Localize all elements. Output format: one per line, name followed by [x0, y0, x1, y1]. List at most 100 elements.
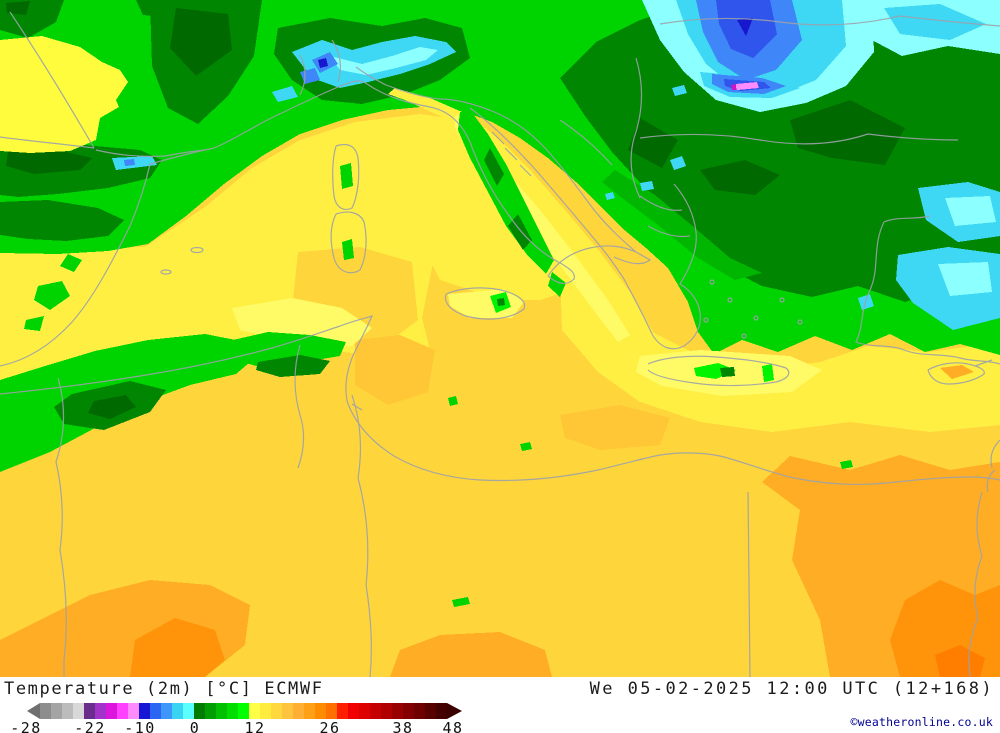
coast-aegean-island [797, 319, 803, 325]
temp-zone [272, 86, 298, 102]
coast-sardinia [330, 211, 367, 274]
colorbar-tick-label: 26 [319, 719, 341, 733]
coast-corsica [332, 143, 360, 211]
colorbar-segment [139, 703, 150, 719]
colorbar-tick-label: 38 [392, 719, 414, 733]
border-algeria-tunisia [294, 344, 305, 469]
temp-zone [560, 0, 1000, 302]
colorbar-segment [403, 703, 414, 719]
coastlines-borders [0, 11, 1000, 677]
colorbar-right-arrow [447, 703, 462, 719]
legend-bar: Temperature (2m) [°C] ECMWF We 05-02-202… [0, 677, 1000, 733]
colorbar-segment [150, 703, 161, 719]
temp-zone [735, 82, 759, 90]
border-danube [659, 15, 1000, 27]
coast-greece [639, 183, 701, 350]
temp-zone [940, 365, 974, 379]
coast-crete [647, 355, 790, 387]
temp-zone [497, 298, 505, 306]
coast-iberia-med [0, 80, 368, 367]
temp-zone [24, 316, 44, 331]
temperature-colorbar [27, 703, 462, 719]
colorbar-segment [436, 703, 447, 719]
coast-sicily [444, 287, 526, 320]
colorbar-tick-label: 0 [189, 719, 201, 733]
colorbar-segment [348, 703, 359, 719]
colorbar-segment [205, 703, 216, 719]
colorbar-segment [117, 703, 128, 719]
colorbar-segment [381, 703, 392, 719]
border-alps [299, 39, 342, 96]
temp-zone [938, 262, 992, 296]
colorbar-segment [62, 703, 73, 719]
temp-zone [560, 405, 670, 450]
colorbar-segment [73, 703, 84, 719]
coast-aegean-island [727, 297, 733, 303]
temp-zone [762, 364, 774, 382]
coast-dalmatia [469, 107, 653, 335]
temperature-field [0, 0, 1000, 677]
temp-zone [6, 1, 30, 15]
temp-zone [458, 110, 554, 274]
coast-levant [986, 439, 1000, 493]
temp-zone [605, 192, 615, 200]
temp-zone [170, 8, 232, 76]
border-tunisia-libya [351, 394, 372, 677]
map-datetime: We 05-02-2025 12:00 UTC (12+168) [589, 679, 994, 699]
temp-zone [560, 270, 1000, 432]
border-libya-egypt [747, 491, 751, 677]
temp-zone [0, 36, 128, 153]
colorbar-segment [260, 703, 271, 719]
coast-aegean-island [779, 297, 785, 303]
colorbar-segment [414, 703, 425, 719]
temp-zone [520, 442, 532, 451]
temp-zone [448, 396, 458, 406]
colorbar-segment [227, 703, 238, 719]
coast-north-africa [0, 315, 1000, 485]
temp-zone [6, 150, 92, 174]
colorbar-segment [194, 703, 205, 719]
colorbar-segment [370, 703, 381, 719]
temp-zone [720, 367, 735, 377]
colorbar-segment [271, 703, 282, 719]
coast-aegean-island [703, 317, 709, 323]
colorbar-segment [95, 703, 106, 719]
temperature-map [0, 0, 1000, 677]
colorbar-segment [304, 703, 315, 719]
colorbar-segment [359, 703, 370, 719]
colorbar-segment [315, 703, 326, 719]
temp-zone [945, 196, 996, 226]
temp-zone [452, 597, 470, 607]
colorbar-segment [337, 703, 348, 719]
coast-turkey [855, 215, 1000, 365]
coast-aegean-island [753, 315, 759, 321]
temp-zone [548, 272, 566, 297]
copyright-link[interactable]: ©weatheronline.co.uk [850, 715, 993, 729]
temp-zone [34, 281, 70, 310]
colorbar-segments [40, 703, 447, 719]
colorbar-segment [216, 703, 227, 719]
temp-zone [935, 645, 985, 677]
border-balkans [559, 57, 959, 199]
border-morocco-algeria [55, 377, 67, 677]
temp-zone [628, 118, 678, 168]
temp-zone [340, 163, 353, 189]
colorbar-segment [293, 703, 304, 719]
temp-zone [700, 160, 780, 195]
border-pyrenees [95, 149, 206, 157]
temp-zone [840, 460, 853, 469]
coast-italy-east [355, 66, 652, 277]
temp-zone [390, 632, 552, 677]
colorbar-segment [51, 703, 62, 719]
temp-zone [124, 159, 135, 166]
colorbar-tick-label: -10 [124, 719, 156, 733]
temp-zone [731, 84, 736, 90]
temp-zone [60, 254, 82, 272]
coast-balearic-island [190, 246, 204, 254]
coast-italy-west [366, 83, 575, 285]
colorbar-segment [425, 703, 436, 719]
temp-zone [256, 355, 330, 377]
colorbar-segment [172, 703, 183, 719]
temp-zone [737, 18, 753, 36]
colorbar-segment [40, 703, 51, 719]
